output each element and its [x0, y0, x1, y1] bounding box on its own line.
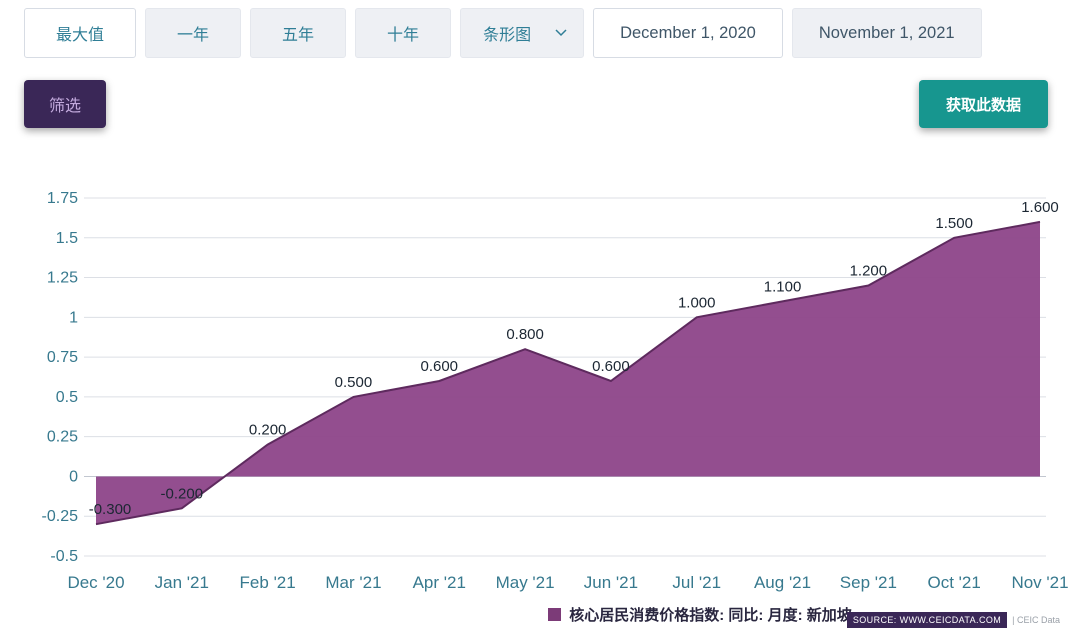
svg-text:Mar '21: Mar '21 [325, 573, 381, 592]
source-attribution: SOURCE: WWW.CEICDATA.COM | CEIC Data [846, 612, 1060, 628]
chart-legend: 核心居民消费价格指数: 同比: 月度: 新加坡 [0, 604, 1080, 625]
svg-text:0.200: 0.200 [249, 422, 287, 439]
start-date-input[interactable]: December 1, 2020 [593, 8, 783, 58]
source-badge: SOURCE: WWW.CEICDATA.COM [846, 612, 1008, 628]
svg-text:0: 0 [69, 468, 78, 485]
svg-text:1.75: 1.75 [47, 190, 78, 207]
svg-text:1: 1 [69, 309, 78, 326]
svg-text:Nov '21: Nov '21 [1011, 573, 1068, 592]
chart-type-value: 条形图 [483, 27, 532, 44]
svg-text:-0.300: -0.300 [89, 501, 132, 518]
svg-text:Dec '20: Dec '20 [67, 573, 124, 592]
svg-text:0.800: 0.800 [506, 326, 544, 343]
toolbar: 最大值 一年 五年 十年 条形图 December 1, 2020 Novemb… [24, 8, 982, 58]
svg-text:Oct '21: Oct '21 [928, 573, 981, 592]
svg-text:-0.25: -0.25 [42, 508, 79, 525]
svg-text:0.25: 0.25 [47, 429, 78, 446]
svg-text:Jul '21: Jul '21 [672, 573, 721, 592]
svg-text:1.500: 1.500 [935, 215, 973, 232]
end-date-input[interactable]: November 1, 2021 [791, 8, 982, 58]
svg-text:Aug '21: Aug '21 [754, 573, 811, 592]
svg-text:1.25: 1.25 [47, 270, 78, 287]
svg-text:Feb '21: Feb '21 [240, 573, 296, 592]
legend-swatch [548, 608, 562, 621]
get-data-button[interactable]: 获取此数据 [918, 80, 1048, 128]
svg-text:Jun '21: Jun '21 [584, 573, 638, 592]
legend-label: 核心居民消费价格指数: 同比: 月度: 新加坡 [569, 607, 852, 624]
svg-text:-0.200: -0.200 [161, 485, 204, 502]
svg-text:1.5: 1.5 [56, 230, 78, 247]
range-max-button[interactable]: 最大值 [24, 8, 137, 58]
svg-text:0.600: 0.600 [420, 358, 458, 375]
svg-text:0.5: 0.5 [56, 389, 78, 406]
svg-text:1.000: 1.000 [678, 294, 716, 311]
chevron-down-icon [555, 29, 567, 37]
svg-text:0.500: 0.500 [335, 374, 373, 391]
source-suffix: | CEIC Data [1012, 615, 1060, 625]
chart-type-select[interactable]: 条形图 [460, 8, 585, 58]
area-chart: -0.5 -0.25 0 0.25 0.5 0.75 1 1.25 1.5 1.75 Dec '20… [0, 176, 1080, 596]
svg-text:1.600: 1.600 [1021, 199, 1059, 216]
range-1y-button[interactable]: 一年 [145, 8, 242, 58]
svg-text:Jan '21: Jan '21 [155, 573, 209, 592]
svg-text:-0.5: -0.5 [50, 548, 78, 565]
svg-text:1.100: 1.100 [764, 278, 802, 295]
svg-text:0.600: 0.600 [592, 358, 630, 375]
filter-button[interactable]: 筛选 [24, 80, 107, 128]
svg-text:1.200: 1.200 [850, 263, 888, 280]
svg-text:0.75: 0.75 [47, 349, 78, 366]
svg-text:Apr '21: Apr '21 [413, 573, 466, 592]
svg-text:May '21: May '21 [496, 573, 555, 592]
range-10y-button[interactable]: 十年 [355, 8, 452, 58]
range-5y-button[interactable]: 五年 [250, 8, 347, 58]
svg-text:Sep '21: Sep '21 [840, 573, 897, 592]
